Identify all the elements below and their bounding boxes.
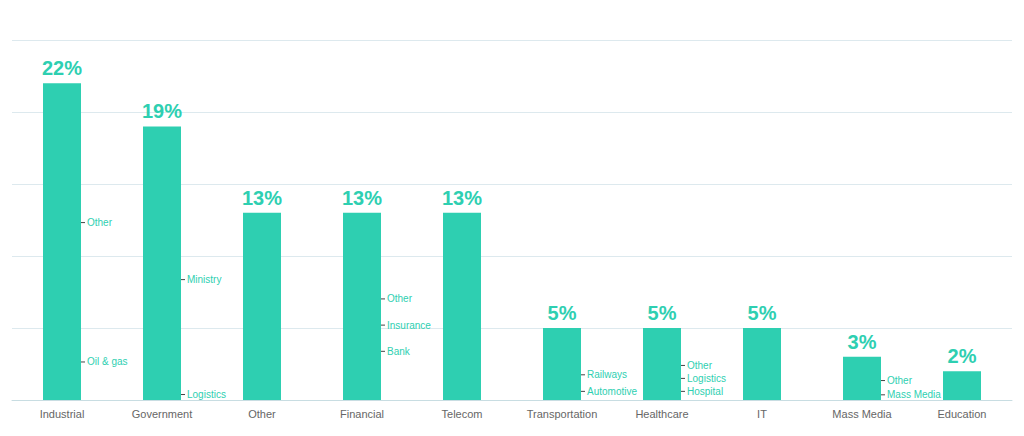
svg-text:Other: Other: [87, 217, 113, 228]
svg-text:Healthcare: Healthcare: [635, 408, 688, 420]
svg-text:3%: 3%: [848, 331, 877, 353]
svg-text:19%: 19%: [142, 100, 182, 122]
svg-text:13%: 13%: [242, 187, 282, 209]
svg-text:13%: 13%: [442, 187, 482, 209]
svg-text:Government: Government: [132, 408, 193, 420]
svg-text:5%: 5%: [748, 302, 777, 324]
svg-text:Oil & gas: Oil & gas: [87, 356, 128, 367]
svg-text:Logistics: Logistics: [687, 373, 726, 384]
svg-text:Education: Education: [938, 408, 987, 420]
svg-text:Other: Other: [387, 293, 413, 304]
svg-text:Mass Media: Mass Media: [887, 389, 941, 400]
svg-text:Insurance: Insurance: [387, 320, 431, 331]
svg-text:Ministry: Ministry: [187, 274, 221, 285]
svg-text:13%: 13%: [342, 187, 382, 209]
svg-text:2%: 2%: [948, 345, 977, 367]
svg-text:Railways: Railways: [587, 369, 627, 380]
svg-text:5%: 5%: [548, 302, 577, 324]
svg-text:Automotive: Automotive: [587, 386, 637, 397]
svg-text:Mass Media: Mass Media: [832, 408, 892, 420]
svg-text:22%: 22%: [42, 57, 82, 79]
svg-text:Other: Other: [248, 408, 276, 420]
svg-text:Industrial: Industrial: [40, 408, 85, 420]
svg-text:5%: 5%: [648, 302, 677, 324]
svg-text:Other: Other: [687, 360, 713, 371]
svg-text:Bank: Bank: [387, 346, 411, 357]
svg-text:Logistics: Logistics: [187, 389, 226, 400]
svg-text:Transportation: Transportation: [527, 408, 598, 420]
svg-text:Other: Other: [887, 375, 913, 386]
svg-text:Hospital: Hospital: [687, 386, 723, 397]
svg-text:IT: IT: [757, 408, 767, 420]
svg-text:Telecom: Telecom: [442, 408, 483, 420]
svg-text:Financial: Financial: [340, 408, 384, 420]
